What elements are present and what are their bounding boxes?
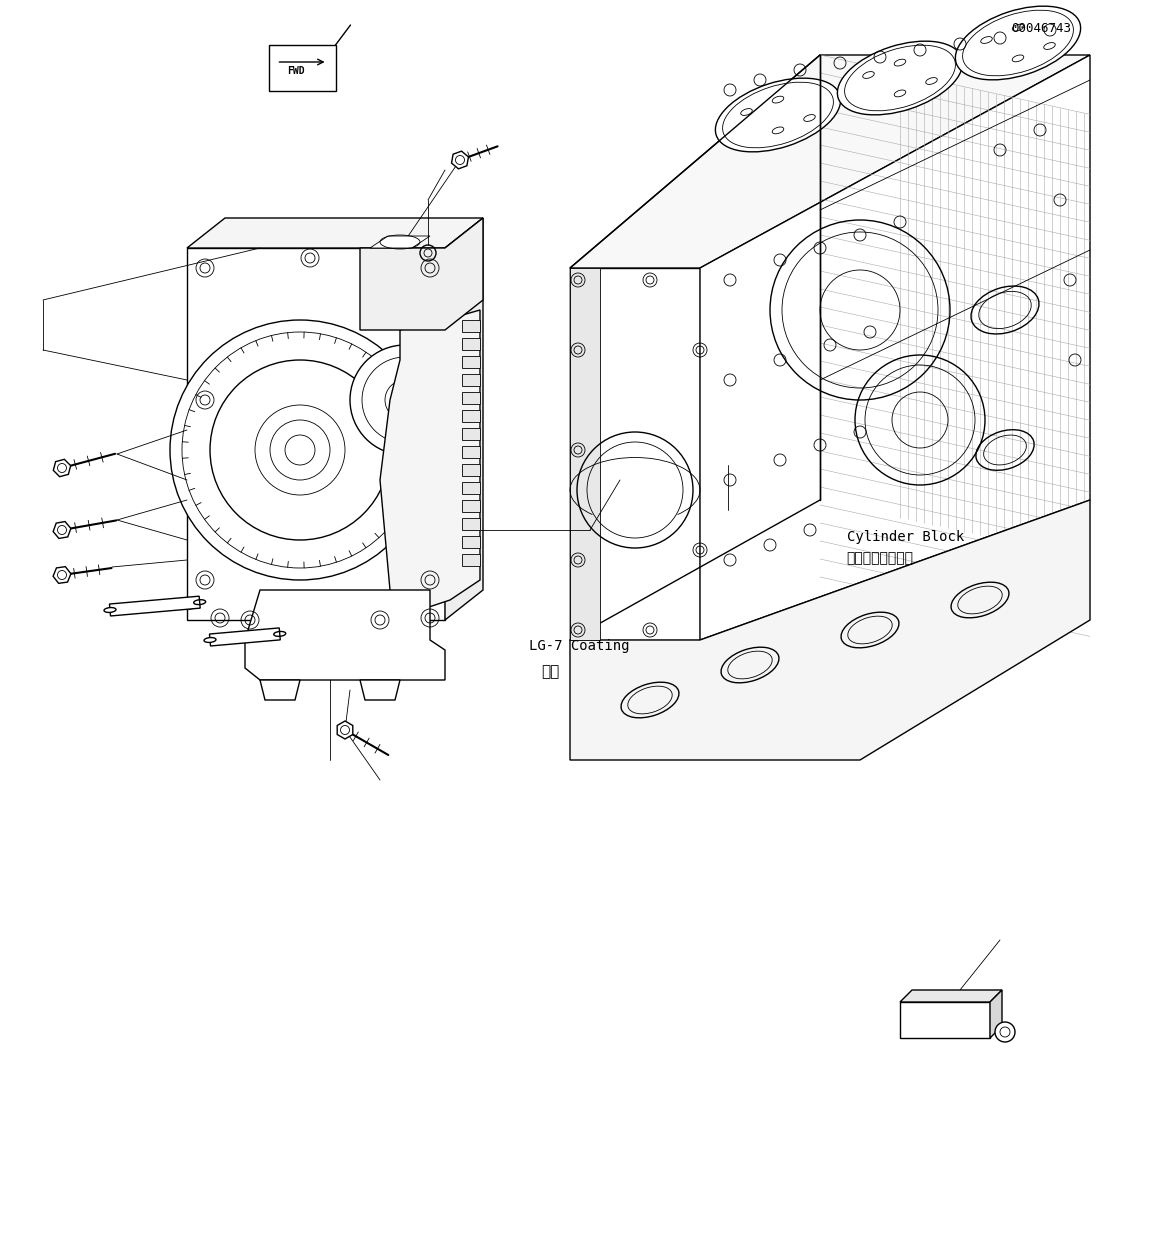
Text: シリンダブロック: シリンダブロック [847, 550, 914, 565]
Ellipse shape [104, 608, 116, 613]
Bar [462, 356, 480, 368]
Bar [462, 411, 480, 422]
Polygon shape [209, 628, 280, 646]
Text: 00046743: 00046743 [1011, 22, 1071, 35]
Polygon shape [53, 567, 71, 583]
Polygon shape [380, 310, 480, 610]
Bar [462, 464, 480, 475]
Polygon shape [109, 597, 200, 617]
Polygon shape [370, 236, 430, 248]
Polygon shape [53, 459, 71, 477]
Polygon shape [700, 55, 1090, 640]
Polygon shape [245, 590, 445, 680]
Ellipse shape [955, 6, 1080, 80]
Circle shape [350, 344, 461, 456]
Bar [462, 535, 480, 548]
Polygon shape [261, 680, 300, 700]
Polygon shape [445, 218, 483, 620]
Bar [462, 428, 480, 441]
Bar [462, 374, 480, 386]
Polygon shape [187, 218, 483, 248]
Circle shape [996, 1022, 1015, 1042]
Polygon shape [990, 990, 1003, 1038]
Polygon shape [337, 721, 352, 739]
Polygon shape [570, 268, 700, 640]
Bar [269, 45, 335, 91]
Ellipse shape [837, 41, 963, 115]
Polygon shape [451, 151, 469, 168]
Bar [462, 319, 480, 332]
Ellipse shape [204, 638, 216, 643]
Polygon shape [187, 248, 445, 620]
Polygon shape [570, 500, 1090, 760]
Polygon shape [900, 1002, 990, 1038]
Polygon shape [570, 268, 600, 640]
Bar [462, 554, 480, 567]
Bar [462, 392, 480, 404]
Polygon shape [53, 522, 71, 538]
Text: Cylinder Block: Cylinder Block [847, 529, 964, 544]
Bar [462, 518, 480, 530]
Bar [462, 446, 480, 458]
Polygon shape [361, 218, 483, 329]
Polygon shape [361, 680, 400, 700]
Text: FWD: FWD [287, 66, 305, 76]
Bar [462, 500, 480, 512]
Polygon shape [570, 55, 1090, 268]
Ellipse shape [715, 79, 841, 152]
Polygon shape [900, 990, 1003, 1002]
Bar [462, 482, 480, 494]
Text: LG-7 Coating: LG-7 Coating [529, 639, 629, 654]
Bar [462, 338, 480, 349]
Circle shape [170, 319, 430, 580]
Text: 塗布: 塗布 [541, 664, 559, 679]
